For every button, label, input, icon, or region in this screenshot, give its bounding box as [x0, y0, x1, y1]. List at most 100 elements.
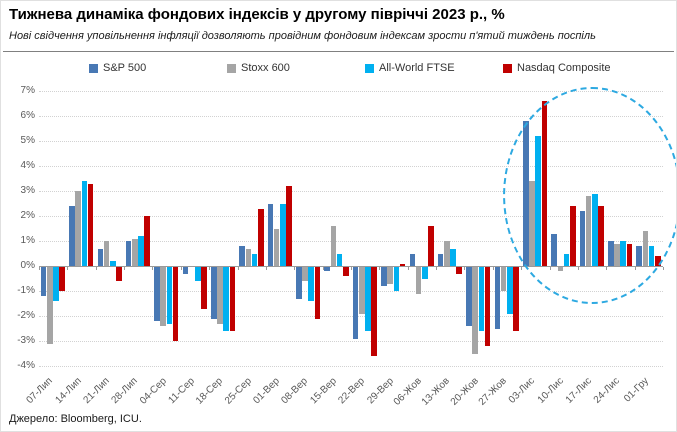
y-axis-label: -2% [17, 310, 35, 321]
gridline [39, 191, 663, 192]
y-axis-label: 2% [20, 210, 35, 221]
legend-label: S&P 500 [103, 62, 147, 74]
legend-item: S&P 500 [89, 60, 227, 76]
legend-swatch [89, 63, 98, 73]
gridline [39, 366, 663, 367]
bar-all-world-ftse [450, 248, 456, 266]
legend-label: Nasdaq Composite [517, 62, 611, 74]
axis-tick [351, 267, 352, 270]
bar-nasdaq-composite [484, 267, 491, 346]
bar-nasdaq-composite [399, 263, 406, 266]
bar-nasdaq-composite [513, 267, 519, 331]
legend-swatch [365, 63, 374, 73]
bar-s-p-500 [352, 267, 359, 339]
bar-all-world-ftse [280, 203, 286, 266]
axis-tick [322, 267, 324, 270]
bar-all-world-ftse [336, 253, 343, 266]
bar-stoxx-600 [302, 267, 308, 281]
axis-tick [124, 267, 126, 270]
axis-tick [492, 267, 494, 270]
y-axis-label: -1% [17, 285, 35, 296]
axis-tick [464, 267, 466, 270]
bar-nasdaq-composite [456, 267, 463, 274]
bar-all-world-ftse [308, 267, 315, 301]
source-note: Джерело: Bloomberg, ICU. [9, 413, 142, 425]
bar-nasdaq-composite [257, 208, 264, 266]
bar-stoxx-600 [273, 228, 280, 266]
bar-s-p-500 [324, 267, 330, 271]
bar-s-p-500 [182, 267, 189, 274]
bar-nasdaq-composite [314, 267, 321, 319]
bar-nasdaq-composite [116, 267, 122, 281]
bar-all-world-ftse [81, 181, 88, 266]
gridline [39, 216, 663, 217]
bar-s-p-500 [125, 241, 132, 266]
bar-all-world-ftse [478, 267, 485, 331]
y-axis-label: 1% [20, 235, 35, 246]
bar-all-world-ftse [223, 267, 229, 331]
bar-s-p-500 [69, 206, 75, 266]
axis-tick [436, 267, 438, 270]
bar-stoxx-600 [46, 267, 53, 344]
bar-s-p-500 [409, 253, 416, 266]
bar-nasdaq-composite [286, 186, 292, 266]
bar-s-p-500 [154, 267, 160, 321]
bar-nasdaq-composite [229, 267, 236, 331]
axis-tick [521, 267, 523, 270]
bar-s-p-500 [437, 253, 444, 266]
bar-all-world-ftse [393, 267, 400, 291]
axis-tick [407, 267, 409, 270]
y-axis-label: -3% [17, 335, 35, 346]
highlight-ellipse [502, 87, 676, 304]
axis-tick [39, 267, 40, 270]
gridline [39, 316, 663, 317]
bar-s-p-500 [494, 267, 501, 329]
bar-s-p-500 [381, 267, 387, 286]
bar-all-world-ftse [109, 261, 116, 266]
legend-item: Nasdaq Composite [503, 60, 641, 76]
bar-s-p-500 [267, 203, 274, 266]
bar-nasdaq-composite [144, 216, 151, 266]
bar-s-p-500 [466, 267, 472, 326]
y-axis-label: -4% [17, 360, 35, 371]
legend-label: Stoxx 600 [241, 62, 290, 74]
gridline [39, 291, 663, 292]
legend-swatch [227, 63, 236, 73]
bar-stoxx-600 [103, 241, 110, 266]
gridline [39, 141, 663, 142]
bar-stoxx-600 [75, 191, 81, 266]
bar-all-world-ftse [421, 267, 428, 279]
legend-item: All-World FTSE [365, 60, 503, 76]
header-divider [3, 51, 674, 52]
bar-stoxx-600 [217, 267, 223, 324]
bar-stoxx-600 [330, 226, 337, 266]
axis-tick [95, 267, 97, 270]
bar-stoxx-600 [160, 267, 167, 326]
axis-tick [237, 267, 239, 270]
bar-nasdaq-composite [172, 267, 179, 341]
gridline [39, 116, 663, 117]
gridline [39, 341, 663, 342]
axis-tick [152, 267, 154, 270]
y-axis-label: 0% [20, 260, 35, 271]
y-axis-label: 4% [20, 160, 35, 171]
chart-title: Тижнева динаміка фондових індексів у дру… [9, 6, 505, 23]
axis-tick [265, 267, 267, 270]
chart-subtitle: Нові свідчення уповільнення інфляції доз… [9, 30, 596, 42]
y-axis-label: 3% [20, 185, 35, 196]
y-axis-label: 7% [20, 85, 35, 96]
bar-all-world-ftse [53, 267, 59, 301]
y-axis-label: 5% [20, 135, 35, 146]
bar-nasdaq-composite [428, 226, 434, 266]
legend-swatch [503, 63, 512, 73]
bar-all-world-ftse [365, 267, 371, 331]
axis-tick [67, 267, 69, 270]
axis-tick [180, 267, 182, 270]
bar-nasdaq-composite [201, 267, 207, 309]
gridline [39, 91, 663, 92]
bar-nasdaq-composite [87, 183, 94, 266]
axis-tick [663, 267, 664, 270]
y-axis-label: 6% [20, 110, 35, 121]
bar-stoxx-600 [245, 248, 252, 266]
